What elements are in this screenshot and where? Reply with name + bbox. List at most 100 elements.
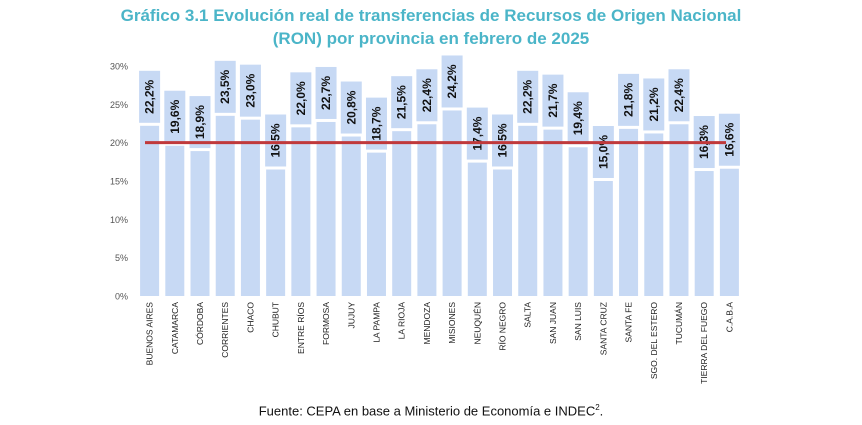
data-label: 16,5% xyxy=(496,123,510,157)
source-note: Fuente: CEPA en base a Ministerio de Eco… xyxy=(0,403,862,418)
data-label-box xyxy=(492,114,514,167)
data-label-box xyxy=(139,70,161,123)
chart-title-line-1: Gráfico 3.1 Evolución real de transferen… xyxy=(120,6,742,25)
y-tick-label: 15% xyxy=(110,177,128,187)
data-label-box xyxy=(315,66,337,119)
data-label: 15,0% xyxy=(596,135,610,169)
bar xyxy=(619,128,639,296)
data-label: 20,8% xyxy=(344,90,358,124)
bar xyxy=(190,151,210,296)
bar xyxy=(165,145,185,296)
data-label-box xyxy=(542,74,564,127)
data-label-box xyxy=(416,69,438,122)
x-tick-label: FORMOSA xyxy=(321,302,331,345)
x-tick-label: SAN JUAN xyxy=(548,302,558,344)
bar xyxy=(719,168,739,296)
data-label: 21,8% xyxy=(622,83,636,117)
data-label-box xyxy=(214,60,236,113)
x-tick-label: LA PAMPA xyxy=(371,302,381,343)
x-tick-label: BUENOS AIRES xyxy=(145,302,155,366)
y-tick-label: 30% xyxy=(110,62,128,72)
x-tick-label: SANTA FE xyxy=(624,302,634,343)
x-tick-label: TUCUMÁN xyxy=(674,302,684,345)
data-label-box xyxy=(618,73,640,126)
data-label-box xyxy=(466,107,488,160)
x-tick-label: CATAMARCA xyxy=(170,302,180,354)
x-tick-label: LA RIOJA xyxy=(397,302,407,340)
source-text: Fuente: CEPA en base a Ministerio de Eco… xyxy=(258,403,596,419)
data-label: 17,4% xyxy=(470,116,484,150)
y-tick-label: 0% xyxy=(115,292,128,302)
data-label: 18,9% xyxy=(193,105,207,139)
data-label-box xyxy=(441,55,463,108)
bar xyxy=(568,147,588,296)
x-tick-label: SANTA CRUZ xyxy=(598,302,608,355)
data-label: 16,5% xyxy=(269,123,283,157)
x-tick-label: MENDOZA xyxy=(422,302,432,345)
data-label-box xyxy=(239,64,261,117)
bar xyxy=(240,119,260,297)
x-tick-label: RÍO NEGRO xyxy=(498,302,508,351)
data-label: 21,5% xyxy=(395,85,409,119)
data-label: 16,6% xyxy=(722,122,736,156)
data-label-box xyxy=(567,92,589,145)
bar xyxy=(392,131,412,296)
data-label-box xyxy=(164,90,186,143)
data-label: 21,2% xyxy=(647,87,661,121)
bar xyxy=(140,125,160,296)
data-label: 22,2% xyxy=(521,79,535,113)
bar xyxy=(518,125,538,296)
data-label-box xyxy=(189,96,211,149)
bar xyxy=(644,133,664,296)
data-label-box xyxy=(340,81,362,134)
bar xyxy=(341,136,361,296)
y-tick-label: 10% xyxy=(110,215,128,225)
x-tick-label: MISIONES xyxy=(447,302,457,344)
data-label-box xyxy=(668,69,690,122)
bar xyxy=(694,171,714,296)
data-label: 19,6% xyxy=(168,99,182,133)
x-tick-label: CÓRDOBA xyxy=(195,302,205,345)
x-tick-label: CHACO xyxy=(245,302,255,333)
bar xyxy=(316,121,336,296)
x-tick-label: SGO. DEL ESTERO xyxy=(649,302,659,380)
x-tick-label: JUJUY xyxy=(346,302,356,329)
data-label: 22,0% xyxy=(294,81,308,115)
bar xyxy=(669,124,689,297)
y-tick-label: 5% xyxy=(115,253,128,263)
data-label-box xyxy=(391,76,413,129)
bar xyxy=(467,162,487,296)
source-footnote-ref: 2 xyxy=(595,403,600,412)
data-label: 18,7% xyxy=(369,106,383,140)
data-label: 24,2% xyxy=(445,64,459,98)
x-tick-label: NEUQUÉN xyxy=(472,302,482,345)
data-label-box xyxy=(517,70,539,123)
source-end: . xyxy=(599,403,604,419)
data-label: 21,7% xyxy=(546,83,560,117)
data-label-box xyxy=(643,78,665,131)
data-label-box xyxy=(592,126,614,178)
data-label-box xyxy=(718,113,740,166)
data-label: 22,4% xyxy=(672,78,686,112)
bar xyxy=(493,169,513,296)
y-tick-label: 25% xyxy=(110,100,128,110)
chart-title-line-2: (RON) por provincia en febrero de 2025 xyxy=(272,29,590,48)
data-label-box xyxy=(365,97,387,150)
x-tick-label: C.A.B.A xyxy=(724,302,734,333)
x-tick-label: SALTA xyxy=(523,302,533,328)
y-tick-label: 20% xyxy=(110,138,128,148)
x-tick-label: SAN LUIS xyxy=(573,302,583,341)
data-label-box xyxy=(290,72,312,125)
bar xyxy=(266,169,286,296)
data-label: 23,0% xyxy=(243,73,257,107)
x-tick-label: TIERRA DEL FUEGO xyxy=(699,302,709,384)
bar xyxy=(366,152,386,296)
data-label: 23,5% xyxy=(218,69,232,103)
bar xyxy=(291,127,311,296)
chart-title: Gráfico 3.1 Evolución real de transferen… xyxy=(0,4,862,50)
bar xyxy=(543,129,563,296)
x-tick-label: CHUBUT xyxy=(271,302,281,337)
bar-chart: 0% 5% 10% 15% 20% 25% 30% 22,2% BUENOS AIRES 19,6… xyxy=(110,55,740,384)
data-label-box xyxy=(265,114,287,167)
x-tick-label: ENTRE RÍOS xyxy=(296,302,306,354)
